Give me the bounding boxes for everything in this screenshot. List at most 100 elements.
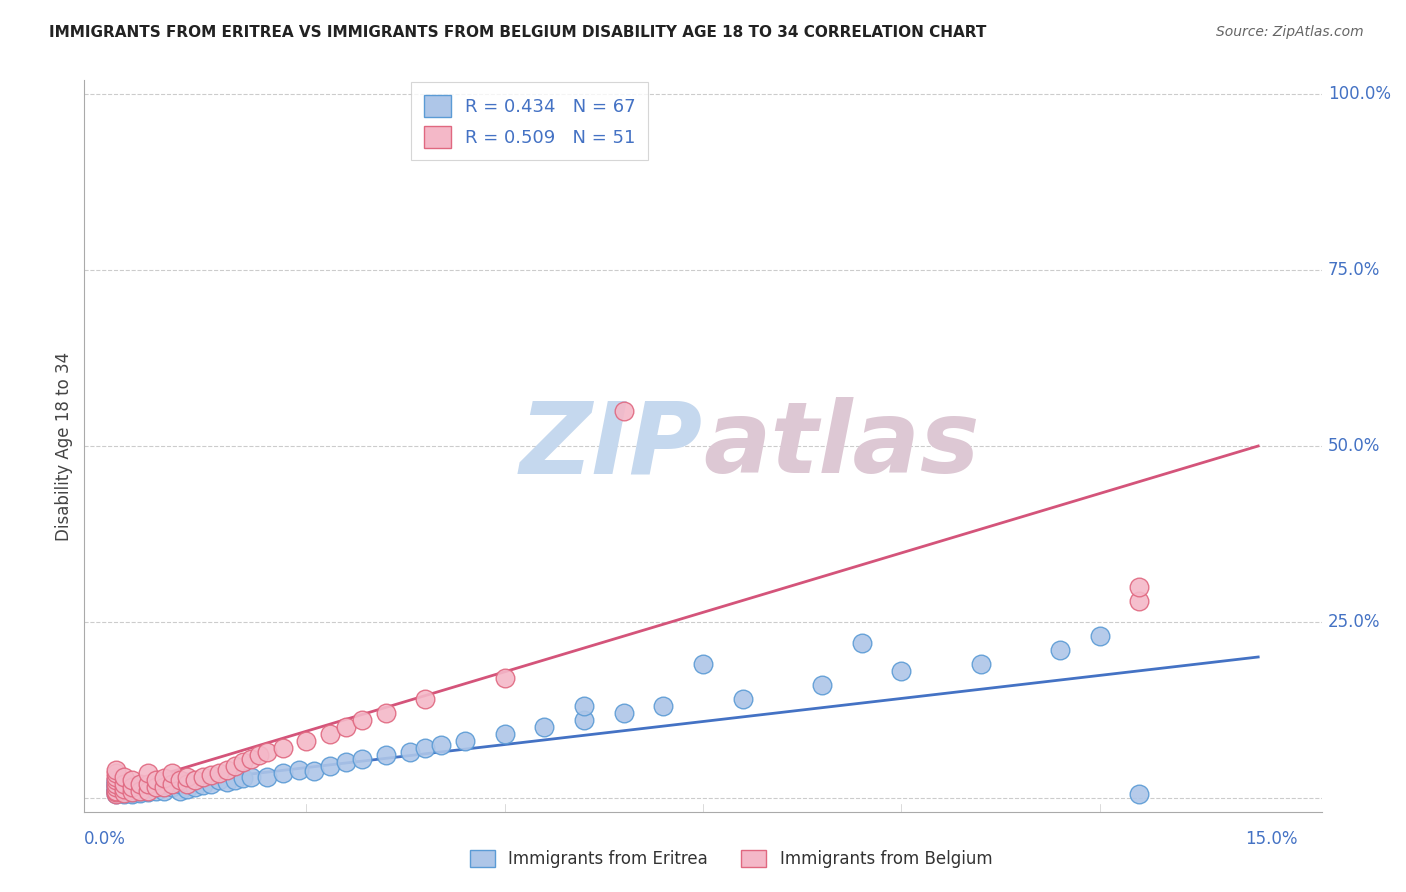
Point bbox=[152, 771, 174, 785]
Point bbox=[217, 763, 239, 777]
Point bbox=[128, 780, 150, 794]
Point bbox=[105, 776, 128, 790]
Point bbox=[105, 766, 128, 780]
Point bbox=[208, 773, 231, 788]
Point bbox=[494, 727, 516, 741]
Point bbox=[415, 692, 437, 706]
Point bbox=[152, 780, 174, 794]
Point bbox=[184, 773, 207, 788]
Point bbox=[152, 776, 174, 790]
Point bbox=[128, 787, 150, 801]
Point bbox=[851, 636, 873, 650]
Point bbox=[193, 778, 215, 792]
Point bbox=[112, 780, 135, 794]
Point bbox=[613, 404, 636, 418]
Point bbox=[890, 664, 912, 678]
Point bbox=[350, 714, 373, 728]
Point bbox=[136, 780, 159, 794]
Point bbox=[295, 734, 318, 748]
Point bbox=[145, 780, 167, 794]
Point bbox=[430, 738, 453, 752]
Text: atlas: atlas bbox=[703, 398, 980, 494]
Point bbox=[208, 766, 231, 780]
Point bbox=[105, 785, 128, 799]
Point bbox=[224, 773, 246, 788]
Point bbox=[128, 783, 150, 797]
Point bbox=[200, 768, 222, 782]
Point bbox=[572, 699, 595, 714]
Point bbox=[415, 741, 437, 756]
Point bbox=[112, 787, 135, 801]
Point bbox=[105, 773, 128, 788]
Point bbox=[145, 773, 167, 788]
Point bbox=[128, 776, 150, 790]
Point bbox=[494, 671, 516, 685]
Point bbox=[136, 766, 159, 780]
Point bbox=[169, 773, 191, 788]
Point bbox=[105, 780, 128, 794]
Point bbox=[160, 766, 183, 780]
Point bbox=[112, 770, 135, 784]
Text: ZIP: ZIP bbox=[520, 398, 703, 494]
Point bbox=[176, 770, 198, 784]
Point bbox=[128, 783, 150, 797]
Point bbox=[271, 741, 294, 756]
Point bbox=[121, 780, 143, 794]
Point bbox=[613, 706, 636, 721]
Point bbox=[811, 678, 834, 692]
Point bbox=[256, 770, 278, 784]
Point bbox=[176, 782, 198, 797]
Point bbox=[152, 783, 174, 797]
Point bbox=[1128, 580, 1150, 594]
Y-axis label: Disability Age 18 to 34: Disability Age 18 to 34 bbox=[55, 351, 73, 541]
Point bbox=[160, 780, 183, 794]
Point bbox=[1049, 643, 1071, 657]
Point bbox=[136, 776, 159, 790]
Point bbox=[652, 699, 675, 714]
Text: 25.0%: 25.0% bbox=[1327, 613, 1381, 631]
Point bbox=[193, 770, 215, 784]
Point bbox=[145, 783, 167, 797]
Legend: Immigrants from Eritrea, Immigrants from Belgium: Immigrants from Eritrea, Immigrants from… bbox=[463, 843, 1000, 875]
Text: 75.0%: 75.0% bbox=[1327, 261, 1381, 279]
Point bbox=[239, 752, 262, 766]
Point bbox=[319, 759, 342, 773]
Point bbox=[105, 773, 128, 788]
Point bbox=[121, 782, 143, 797]
Point bbox=[335, 720, 357, 734]
Point bbox=[692, 657, 714, 671]
Text: 100.0%: 100.0% bbox=[1327, 86, 1391, 103]
Point bbox=[105, 783, 128, 797]
Point bbox=[200, 776, 222, 790]
Point bbox=[105, 770, 128, 784]
Point bbox=[319, 727, 342, 741]
Point bbox=[112, 787, 135, 801]
Point bbox=[160, 776, 183, 790]
Point bbox=[112, 782, 135, 797]
Point bbox=[350, 752, 373, 766]
Point bbox=[287, 763, 309, 777]
Point bbox=[105, 783, 128, 797]
Point bbox=[1128, 593, 1150, 607]
Point bbox=[217, 775, 239, 789]
Point bbox=[176, 775, 198, 789]
Point bbox=[121, 785, 143, 799]
Point bbox=[533, 720, 555, 734]
Point bbox=[121, 787, 143, 801]
Point bbox=[232, 771, 254, 785]
Point bbox=[121, 773, 143, 788]
Point bbox=[105, 778, 128, 792]
Point bbox=[105, 787, 128, 801]
Point bbox=[112, 783, 135, 797]
Point bbox=[731, 692, 754, 706]
Point bbox=[145, 778, 167, 792]
Point bbox=[169, 783, 191, 797]
Point bbox=[1088, 629, 1111, 643]
Point bbox=[105, 780, 128, 794]
Point bbox=[105, 776, 128, 790]
Point bbox=[232, 756, 254, 770]
Point bbox=[169, 776, 191, 790]
Point bbox=[176, 776, 198, 790]
Point bbox=[374, 748, 396, 763]
Point bbox=[105, 787, 128, 801]
